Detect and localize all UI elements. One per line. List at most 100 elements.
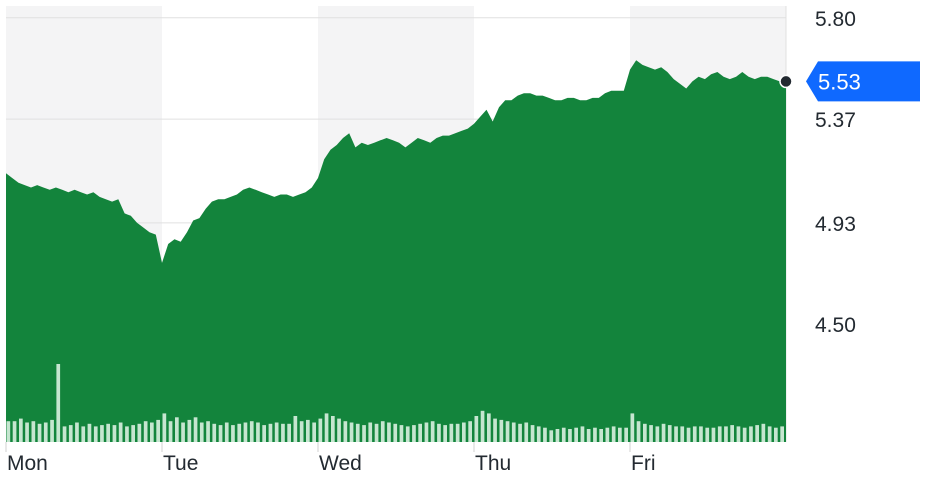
volume-bar <box>530 425 535 442</box>
volume-bar <box>487 413 491 442</box>
volume-bar <box>187 419 192 442</box>
volume-bar <box>349 422 354 442</box>
volume-bar <box>424 422 429 442</box>
volume-bar <box>767 426 772 442</box>
volume-bar <box>368 422 373 442</box>
volume-bar <box>636 421 641 442</box>
last-price-label: 5.53 <box>818 69 861 94</box>
volume-bar <box>618 427 622 442</box>
volume-bar <box>31 421 36 442</box>
volume-bar <box>468 421 472 442</box>
volume-bar <box>449 423 454 442</box>
volume-bar <box>87 423 92 442</box>
volume-bar <box>643 423 647 442</box>
volume-bar <box>455 423 460 442</box>
volume-bar <box>206 421 210 442</box>
volume-bar <box>568 429 572 442</box>
volume-bar <box>393 423 398 442</box>
volume-bar <box>19 418 23 442</box>
volume-bar <box>150 422 154 442</box>
volume-bar <box>374 423 379 442</box>
x-tick-label: Wed <box>319 452 362 475</box>
volume-bar <box>324 413 329 442</box>
volume-bar <box>405 426 410 442</box>
volume-bar <box>156 419 160 442</box>
volume-bar <box>761 423 766 442</box>
x-axis-labels: Mon Tue Wed Thu Fri <box>5 442 656 475</box>
volume-bar <box>749 426 753 442</box>
volume-bar <box>143 421 148 442</box>
volume-bar <box>774 427 778 442</box>
volume-bar <box>649 425 653 442</box>
volume-bar <box>536 426 541 442</box>
volume-bar <box>249 421 254 442</box>
volume-bar <box>50 419 54 442</box>
volume-bar <box>306 419 310 442</box>
volume-bar <box>256 422 260 442</box>
volume-bar <box>387 422 391 442</box>
volume-bar <box>561 427 566 442</box>
y-tick-label: 4.93 <box>815 213 856 236</box>
volume-bar <box>175 417 179 442</box>
volume-bar <box>499 419 504 442</box>
volume-bar <box>736 426 741 442</box>
volume-bar <box>112 425 117 442</box>
volume-bar <box>742 427 747 442</box>
volume-bar <box>62 426 67 442</box>
volume-bar <box>667 425 672 442</box>
volume-bar <box>586 429 591 442</box>
volume-bar <box>293 416 298 442</box>
volume-bar <box>418 423 422 442</box>
volume-bar <box>711 427 716 442</box>
price-area-path <box>6 60 786 442</box>
volume-bar <box>380 421 385 442</box>
volume-bar <box>505 421 510 442</box>
volume-bar <box>462 422 466 442</box>
volume-bar <box>125 426 129 442</box>
volume-bar <box>106 423 110 442</box>
volume-bar <box>100 425 104 442</box>
volume-bar <box>318 418 323 442</box>
volume-bar <box>717 426 722 442</box>
volume-bar <box>474 416 479 442</box>
volume-bar <box>331 416 335 442</box>
volume-bar <box>518 423 522 442</box>
y-tick-label: 5.37 <box>815 109 856 132</box>
x-tick-label: Mon <box>7 452 48 475</box>
volume-bar <box>780 426 784 442</box>
volume-bar <box>437 423 441 442</box>
volume-bar <box>724 426 728 442</box>
volume-bar <box>674 426 678 442</box>
volume-bar <box>93 426 98 442</box>
volume-bar <box>574 427 578 442</box>
volume-bar <box>555 429 560 442</box>
volume-bar <box>312 422 316 442</box>
volume-bar <box>362 425 366 442</box>
volume-bar <box>6 421 11 442</box>
volume-bar <box>593 427 597 442</box>
volume-bar <box>699 426 703 442</box>
volume-bar <box>12 421 17 442</box>
volume-bar <box>168 421 173 442</box>
volume-bar <box>262 425 266 442</box>
volume-bar <box>337 418 341 442</box>
volume-bar <box>81 426 86 442</box>
volume-bar <box>131 425 135 442</box>
volume-bar <box>343 421 348 442</box>
last-price-dot <box>779 74 793 89</box>
volume-bar <box>118 422 123 442</box>
last-price-badge <box>806 61 920 102</box>
volume-bars <box>6 364 784 442</box>
volume-bar <box>630 413 635 442</box>
volume-bar <box>56 364 61 442</box>
volume-bar <box>199 422 204 442</box>
volume-bar <box>599 429 603 442</box>
price-area <box>6 60 786 442</box>
volume-bar <box>137 423 142 442</box>
volume-bar <box>281 423 285 442</box>
volume-bar <box>624 427 628 442</box>
volume-bar <box>543 427 547 442</box>
volume-bar <box>25 422 29 442</box>
volume-bar <box>755 425 759 442</box>
volume-bar <box>274 422 279 442</box>
